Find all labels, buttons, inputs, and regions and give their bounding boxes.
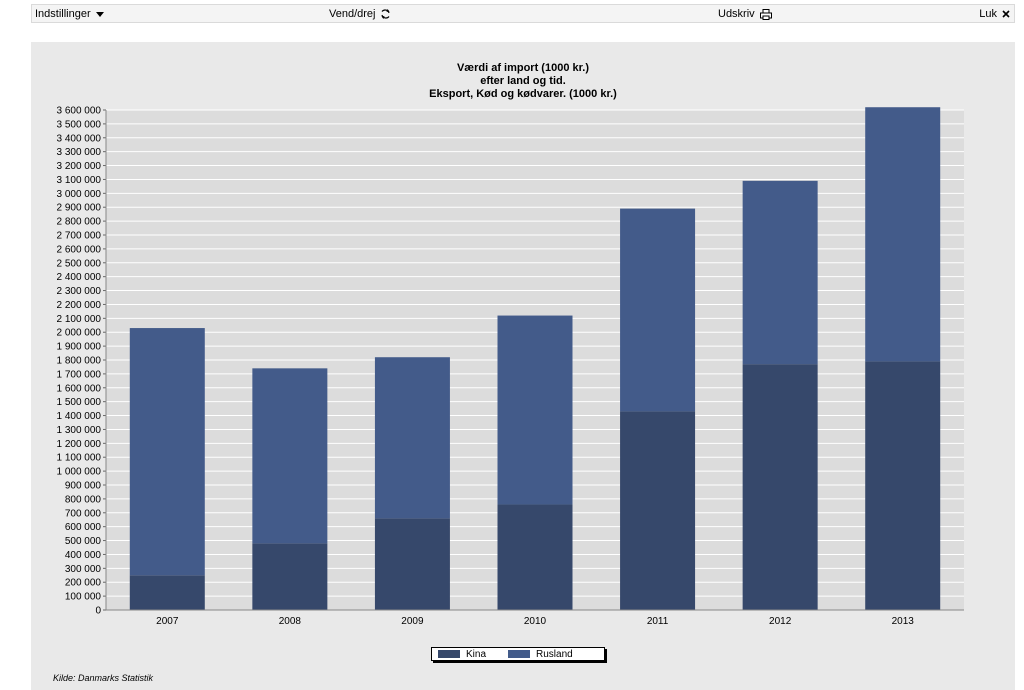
y-tick-label: 2 200 000 [57, 300, 102, 311]
chart-title: Værdi af import (1000 kr.) efter land og… [31, 62, 1015, 101]
bar-kina-2008 [252, 543, 328, 610]
y-tick-label: 2 000 000 [57, 328, 102, 339]
y-tick-label: 1 300 000 [57, 425, 102, 436]
y-tick-label: 3 600 000 [57, 106, 102, 117]
refresh-icon [380, 8, 391, 20]
printer-icon [759, 8, 772, 20]
close-label: Luk [979, 8, 997, 20]
bar-kina-2007 [129, 575, 205, 610]
bar-rusland-2012 [742, 180, 818, 365]
y-tick-label: 3 200 000 [57, 161, 102, 172]
chart-panel: Værdi af import (1000 kr.) efter land og… [31, 42, 1015, 690]
chart-legend: Kina Rusland [431, 647, 605, 661]
y-tick-label: 2 100 000 [57, 314, 102, 325]
settings-menu-button[interactable]: Indstillinger [35, 7, 104, 21]
stacked-bar-chart: 0 100 000 200 000 300 000 400 000 500 000 600 … [57, 106, 964, 627]
y-tick-label: 600 000 [65, 522, 102, 533]
y-tick-label: 1 200 000 [57, 439, 102, 450]
y-tick-label: 3 500 000 [57, 119, 102, 130]
legend-label-kina: Kina [466, 648, 487, 660]
rotate-button[interactable]: Vend/drej [329, 7, 391, 21]
legend-swatch-rusland [508, 650, 531, 658]
print-button[interactable]: Udskriv [718, 7, 772, 21]
bar-rusland-2011 [620, 208, 696, 412]
bar-kina-2012 [742, 364, 818, 610]
bar-rusland-2013 [865, 107, 941, 362]
rotate-label: Vend/drej [329, 8, 376, 20]
y-tick-label: 800 000 [65, 494, 102, 505]
legend-label-rusland: Rusland [536, 648, 573, 660]
x-tick-label: 2013 [892, 616, 915, 627]
x-tick-label: 2008 [279, 616, 302, 627]
legend-swatch-kina [438, 650, 460, 658]
bar-kina-2010 [497, 504, 573, 610]
y-tick-label: 3 000 000 [57, 189, 102, 200]
y-tick-label: 2 800 000 [57, 217, 102, 228]
x-tick-label: 2010 [524, 616, 547, 627]
y-tick-label: 700 000 [65, 508, 102, 519]
y-tick-label: 500 000 [65, 536, 102, 547]
y-tick-label: 1 000 000 [57, 467, 102, 478]
y-tick-label: 1 100 000 [57, 453, 102, 464]
bar-rusland-2009 [374, 357, 450, 519]
y-tick-label: 2 300 000 [57, 286, 102, 297]
y-tick-label: 0 [95, 606, 101, 617]
bar-kina-2009 [374, 518, 450, 610]
x-tick-label: 2007 [156, 616, 179, 627]
y-tick-label: 1 700 000 [57, 369, 102, 380]
y-tick-label: 2 400 000 [57, 272, 102, 283]
bar-rusland-2008 [252, 368, 328, 544]
y-tick-label: 1 600 000 [57, 383, 102, 394]
close-button[interactable]: Luk [979, 7, 1010, 21]
legend-item-rusland: Rusland [508, 649, 573, 660]
y-tick-label: 1 800 000 [57, 356, 102, 367]
y-tick-label: 1 500 000 [57, 397, 102, 408]
y-tick-label: 3 300 000 [57, 147, 102, 158]
source-note: Kilde: Danmarks Statistik [53, 673, 154, 683]
bar-kina-2011 [620, 411, 696, 610]
settings-label: Indstillinger [35, 8, 91, 20]
y-tick-label: 2 900 000 [57, 203, 102, 214]
bar-rusland-2007 [129, 328, 205, 576]
x-tick-label: 2011 [647, 616, 669, 627]
print-label: Udskriv [718, 8, 755, 20]
chart-title-line-3: Eksport, Kød og kødvarer. (1000 kr.) [429, 88, 617, 100]
y-tick-label: 300 000 [65, 564, 102, 575]
y-tick-label: 100 000 [65, 592, 102, 603]
y-tick-label: 2 600 000 [57, 244, 102, 255]
y-tick-label: 1 900 000 [57, 342, 102, 353]
bar-kina-2013 [865, 361, 941, 610]
y-tick-label: 3 100 000 [57, 175, 102, 186]
x-tick-label: 2012 [769, 616, 792, 627]
chart-title-line-1: Værdi af import (1000 kr.) [456, 62, 590, 74]
y-tick-label: 3 400 000 [57, 133, 102, 144]
close-icon [1002, 10, 1010, 18]
y-tick-label: 2 700 000 [57, 231, 102, 242]
legend-item-kina: Kina [438, 649, 486, 660]
bar-rusland-2010 [497, 315, 573, 505]
y-tick-label: 1 400 000 [57, 411, 102, 422]
caret-down-icon [95, 11, 104, 17]
y-tick-label: 400 000 [65, 550, 102, 561]
chart-title-line-2: efter land og tid. [480, 75, 566, 87]
x-tick-label: 2009 [401, 616, 424, 627]
y-tick-label: 200 000 [65, 578, 102, 589]
y-tick-label: 2 500 000 [57, 258, 102, 269]
y-tick-label: 900 000 [65, 481, 102, 492]
chart-toolbar: Indstillinger Vend/drej Udskriv Luk [31, 4, 1015, 23]
